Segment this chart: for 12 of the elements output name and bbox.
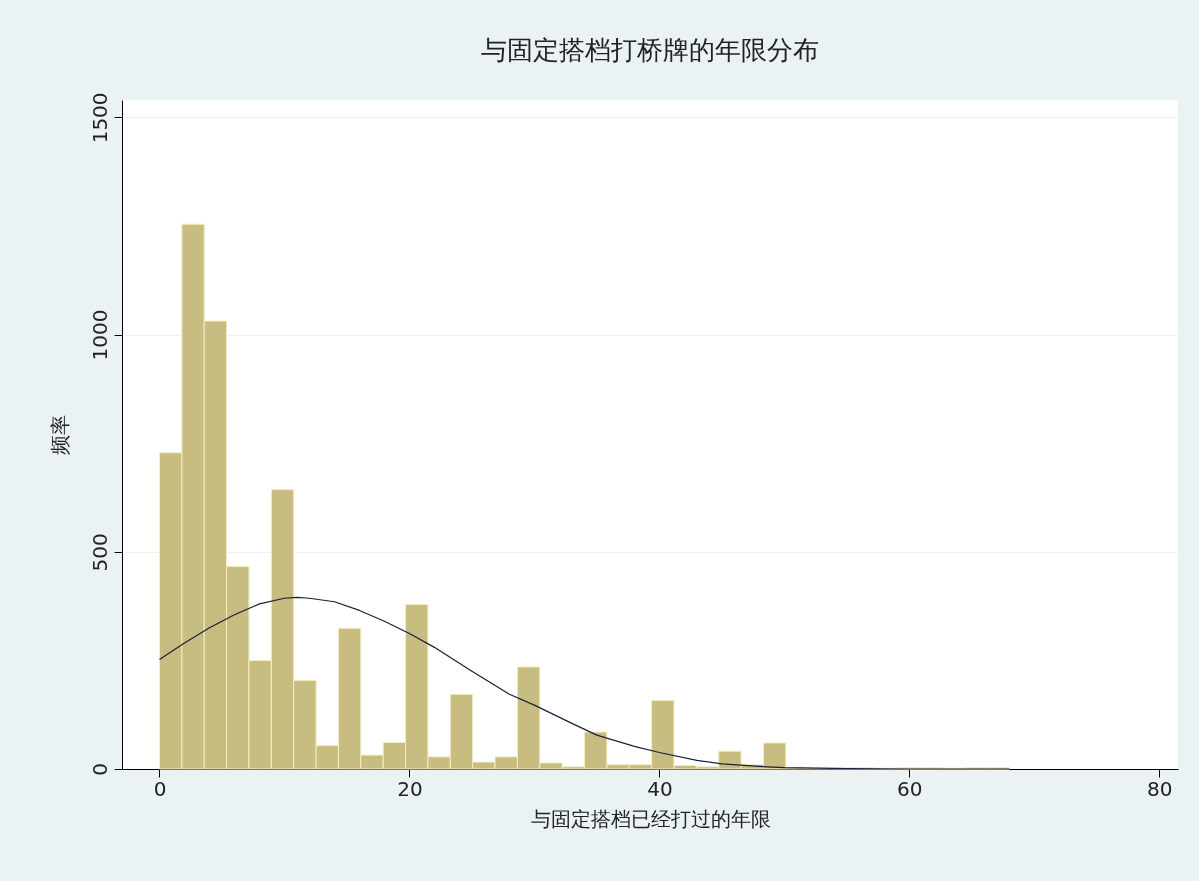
x-tick-label: 20 [397, 776, 423, 801]
x-tick-label: 40 [647, 776, 673, 801]
x-tick-label: 80 [1147, 776, 1173, 801]
y-tick-label: 500 [87, 533, 112, 572]
y-tick-label: 1500 [87, 92, 112, 144]
x-tick-label: 0 [153, 776, 167, 801]
chart-title: 与固定搭档打桥牌的年限分布 [481, 34, 819, 65]
x-tick-label: 60 [897, 776, 923, 801]
x-axis-title: 与固定搭档已经打过的年限 [530, 806, 771, 831]
y-axis-title: 频率 [47, 415, 72, 455]
y-tick-label: 0 [87, 763, 112, 776]
y-tick-label: 1000 [87, 309, 112, 361]
